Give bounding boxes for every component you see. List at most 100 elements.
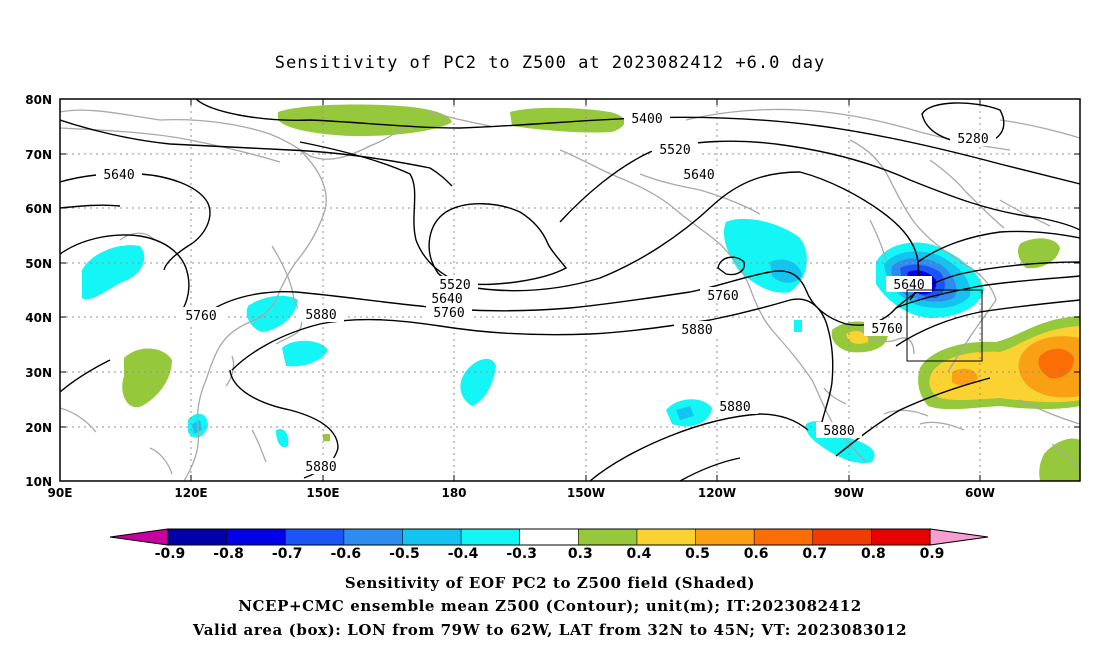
shade-negative-japan-1	[246, 295, 298, 332]
svg-text:5640: 5640	[431, 292, 462, 307]
figure-captions: Sensitivity of EOF PC2 to Z500 field (Sh…	[192, 574, 907, 639]
shade-positive-arctic-2	[510, 107, 625, 133]
contour-label: 5640	[886, 276, 932, 293]
shade-negative-mongolia	[82, 245, 145, 300]
svg-text:5760: 5760	[185, 309, 216, 324]
lon-tick-label: 120W	[698, 486, 736, 500]
contour-5520-low	[428, 203, 568, 286]
shade-positive-china	[122, 348, 172, 408]
colorbar-label: -0.8	[213, 546, 244, 562]
lon-tick-label: 90E	[48, 486, 73, 500]
contour-5880-pac-low	[679, 457, 741, 481]
svg-text:5760: 5760	[707, 289, 738, 304]
colorbar-labels: -0.9 -0.8 -0.7 -0.6 -0.5 -0.4 -0.3 0.3 0.4 0.5 0.6…	[155, 546, 945, 562]
shade-positive-atlantic-north	[1018, 238, 1060, 269]
contour-5520-north	[60, 119, 453, 187]
svg-text:5640: 5640	[683, 168, 714, 183]
colorbar-label: 0.8	[861, 546, 886, 562]
contour-labels: 5400 5280 5520 5640 5640 5760 5880 5520 …	[96, 110, 996, 475]
lat-tick-label: 70N	[25, 148, 52, 162]
colorbar-extend-low	[109, 528, 169, 546]
contour-5760-atl	[895, 275, 1080, 309]
colorbar-label: 0.6	[744, 546, 769, 562]
lat-tick-label: 50N	[25, 257, 52, 271]
lat-tick-label: 80N	[25, 93, 52, 107]
colorbar-extend-high	[929, 528, 989, 546]
contour-5880-west	[60, 359, 111, 393]
colorbar-cell	[636, 528, 697, 546]
svg-text:5640: 5640	[893, 278, 924, 293]
shade-positive-atlantic-orange-2	[1038, 348, 1074, 379]
colorbar-label: 0.9	[920, 546, 945, 562]
caption-valid-area: Valid area (box): LON from 79W to 62W, L…	[192, 621, 907, 639]
colorbar-label: -0.3	[506, 546, 537, 562]
lon-tick-label: 150E	[306, 486, 339, 500]
shade-positive-dot-pac	[323, 434, 330, 441]
lon-tick-label: 120E	[174, 486, 207, 500]
contour-5640-mid	[299, 141, 801, 292]
contour-label: 5520	[652, 141, 698, 158]
colorbar: -0.9 -0.8 -0.7 -0.6 -0.5 -0.4 -0.3 0.3 0.4 0.5 0.6…	[109, 528, 989, 562]
contour-label: 5880	[674, 321, 720, 338]
latitude-labels: 80N 70N 60N 50N 40N 30N 20N 10N	[25, 93, 52, 489]
contour-label: 5880	[712, 398, 758, 415]
contour-label: 5640	[424, 290, 470, 307]
shade-positive-gulf-core	[846, 331, 869, 344]
coastlines	[60, 108, 1080, 481]
svg-text:5760: 5760	[871, 322, 902, 337]
colorbar-label: 0.5	[685, 546, 710, 562]
contour-label: 5880	[298, 306, 344, 323]
contour-5880-atl	[895, 299, 1080, 347]
contour-5760-west	[60, 234, 190, 315]
lon-tick-label: 180	[441, 486, 466, 500]
colorbar-label: -0.9	[155, 546, 186, 562]
map-frame	[59, 98, 1081, 482]
shade-negative-philippine-sea	[276, 428, 289, 448]
colorbar-cells	[109, 528, 989, 546]
svg-text:5880: 5880	[305, 460, 336, 475]
colorbar-frame	[167, 528, 931, 546]
shade-negative-bc-spot	[794, 320, 802, 332]
contour-5520-arc	[559, 140, 1080, 231]
colorbar-cell	[519, 528, 580, 546]
colorbar-cell	[343, 528, 404, 546]
contour-label: 5880	[298, 458, 344, 475]
colorbar-label: 0.4	[627, 546, 652, 562]
colorbar-cell	[695, 528, 755, 546]
contour-label: 5280	[950, 130, 996, 147]
svg-text:5520: 5520	[659, 143, 690, 158]
colorbar-cell	[167, 528, 228, 546]
colorbar-cell	[226, 528, 287, 546]
colorbar-cell	[812, 528, 873, 546]
figure-title: Sensitivity of PC2 to Z500 at 2023082412…	[275, 53, 826, 73]
svg-text:5760: 5760	[433, 306, 464, 321]
colorbar-cell	[402, 528, 462, 546]
contour-5640-atl	[917, 230, 1080, 263]
colorbar-cell	[578, 528, 638, 546]
caption-contour: NCEP+CMC ensemble mean Z500 (Contour); u…	[238, 597, 862, 615]
lat-tick-label: 30N	[25, 366, 52, 380]
colorbar-label: -0.5	[389, 546, 420, 562]
shade-negative-hawaii-east-core	[676, 406, 694, 420]
valid-area-box	[906, 289, 983, 362]
shade-negative-taiwan-core	[192, 420, 202, 434]
lon-tick-label: 90W	[834, 486, 864, 500]
longitude-labels: 90E 120E 150E 180 150W 120W 90W 60W	[48, 486, 995, 500]
lat-tick-label: 40N	[25, 311, 52, 325]
lon-tick-label: 150W	[567, 486, 605, 500]
map-panel: 5400 5280 5520 5640 5640 5760 5880 5520 …	[60, 99, 1080, 481]
contour-label: 5880	[816, 422, 862, 439]
colorbar-label: 0.3	[568, 546, 593, 562]
svg-text:5880: 5880	[823, 424, 854, 439]
colorbar-cell	[871, 528, 931, 546]
svg-text:5280: 5280	[957, 132, 988, 147]
contour-5760-closed	[717, 256, 745, 276]
colorbar-label: -0.4	[448, 546, 479, 562]
colorbar-label: -0.6	[331, 546, 362, 562]
svg-text:5880: 5880	[719, 400, 750, 415]
contour-label: 5760	[426, 304, 472, 321]
contour-label: 5640	[96, 166, 142, 183]
colorbar-label: -0.7	[272, 546, 303, 562]
lat-tick-label: 10N	[25, 475, 52, 489]
